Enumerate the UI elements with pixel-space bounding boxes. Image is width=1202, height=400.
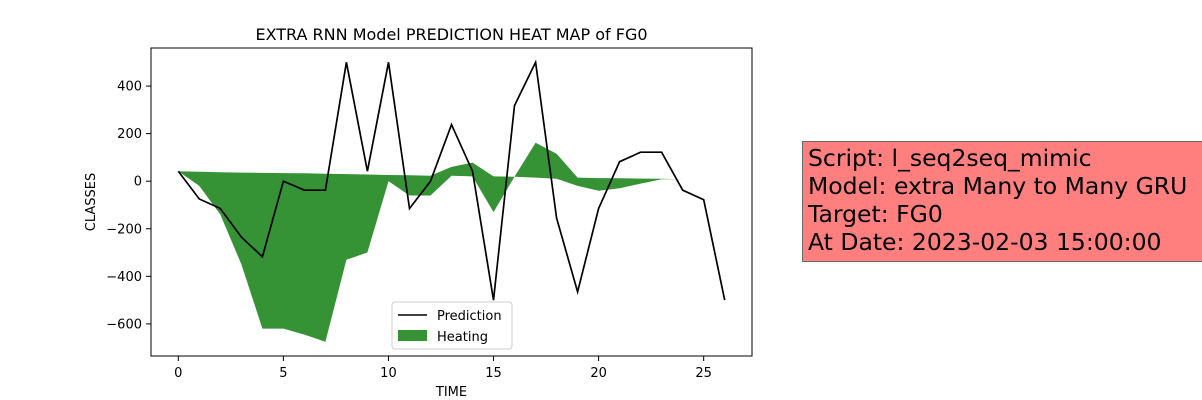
y-tick-label: 0 — [134, 175, 142, 190]
x-tick-label: 10 — [380, 366, 397, 381]
legend: Prediction Heating — [391, 301, 513, 350]
plot-frame — [150, 47, 753, 357]
heating-area — [178, 142, 725, 342]
info-date: At Date: 2023-02-03 15:00:00 — [808, 228, 1162, 256]
chart-title: EXTRA RNN Model PREDICTION HEAT MAP of F… — [255, 25, 647, 44]
x-axis: 0 5 10 15 20 25 — [174, 356, 712, 381]
y-tick-label: −400 — [106, 270, 142, 285]
x-axis-label: TIME — [435, 385, 467, 400]
y-tick-label: 200 — [117, 127, 142, 142]
info-script: Script: l_seq2seq_mimic — [808, 144, 1092, 172]
y-tick-label: 400 — [117, 80, 142, 95]
info-model: Model: extra Many to Many GRU — [808, 172, 1188, 200]
x-tick-label: 20 — [590, 366, 607, 381]
plot-area — [177, 59, 726, 342]
info-target: Target: FG0 — [808, 200, 943, 228]
y-axis: −600 −400 −200 0 200 400 — [106, 80, 151, 332]
y-tick-label: −200 — [106, 222, 142, 237]
legend-heating-label: Heating — [437, 330, 488, 345]
y-tick-label: −600 — [106, 317, 142, 332]
chart: EXTRA RNN Model PREDICTION HEAT MAP of F… — [84, 25, 753, 400]
prediction-line — [177, 59, 726, 301]
legend-prediction-label: Prediction — [437, 309, 502, 324]
x-tick-label: 25 — [695, 366, 712, 381]
x-tick-label: 15 — [485, 366, 502, 381]
x-tick-label: 5 — [279, 366, 287, 381]
legend-heating-swatch — [398, 330, 427, 341]
info-box: Script: l_seq2seq_mimic Model: extra Man… — [802, 141, 1202, 262]
x-tick-label: 0 — [174, 366, 182, 381]
y-axis-label: CLASSES — [84, 173, 99, 231]
